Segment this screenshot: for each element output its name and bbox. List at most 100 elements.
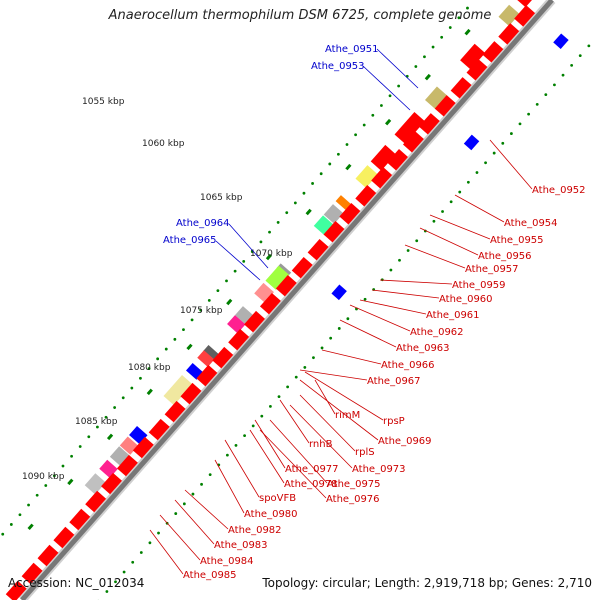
red-gene-label: rimM [335,410,360,421]
ring-dot [423,55,426,58]
ring-dash [67,479,73,485]
red-gene-label: Athe_0956 [478,251,532,262]
red-gene-label: Athe_0976 [326,494,380,505]
scale-label: 1080 kbp [128,363,171,373]
red-gene-label: Athe_0959 [452,280,506,291]
ring-dot [389,94,392,97]
ring-dot [337,153,340,156]
red-leader [215,460,244,513]
red-gene-label: Athe_0973 [352,464,406,475]
ring-dot [269,405,272,408]
ring-dot [130,387,133,390]
ring-dot [354,133,357,136]
red-gene-label: Athe_0985 [183,570,237,581]
blue-gene-label: Athe_0964 [176,218,230,229]
red-gene-label: Athe_0952 [532,185,586,196]
ring-dot [208,299,211,302]
red-leader [360,300,426,314]
red-gene-label: spoVFB [259,493,296,504]
blue-gene-label: Athe_0965 [163,235,217,246]
ring-dot [415,239,418,242]
ring-dot [407,249,410,252]
ring-dot [182,328,185,331]
ring-dot [467,181,470,184]
red-gene-label: Athe_0955 [490,235,544,246]
ring-dot [501,142,504,145]
ring-dot [27,504,30,507]
gene-box [85,473,106,494]
ring-dot [536,103,539,106]
ring-dot [294,202,297,205]
ring-dot [380,104,383,107]
ring-dot [268,231,271,234]
ring-dot [36,494,39,497]
ring-dot [226,454,229,457]
ring-dot [131,561,134,564]
ring-dot [79,445,82,448]
ring-dot [303,366,306,369]
red-gene-label: Athe_0957 [465,264,519,275]
red-leader [340,320,396,347]
red-gene-label: Athe_0967 [367,376,421,387]
ring-dot [363,124,366,127]
red-leader [490,140,532,189]
ring-dot [346,317,349,320]
red-leader [405,245,465,268]
ring-dot [200,483,203,486]
ring-dot [278,395,281,398]
red-gene-label: Athe_0963 [396,343,450,354]
ring-dot [243,434,246,437]
ring-dot [553,83,556,86]
ring-dot [156,357,159,360]
genome-summary-text: Topology: circular; Length: 2,919,718 bp… [262,576,592,590]
ring-dot [10,523,13,526]
scale-label: 1070 kbp [250,249,293,259]
accession-text: Accession: NC_012034 [8,576,144,590]
scale-label: 1085 kbp [75,417,118,427]
ring-dash [226,299,232,305]
red-leader [150,530,183,574]
ring-dot [62,465,65,468]
ring-dot [242,260,245,263]
ring-dash [28,524,34,530]
red-leader [322,350,381,364]
red-leader [372,290,439,298]
red-leader [420,228,478,255]
red-leader [455,195,504,222]
ring-dot [113,406,116,409]
scale-label: 1090 kbp [22,472,65,482]
red-leader [250,430,284,483]
red-gene-label: Athe_0983 [214,540,268,551]
red-gene-label: Athe_0954 [504,218,558,229]
blue-leader [216,241,260,280]
ring-dot [321,347,324,350]
ring-dot [140,551,143,554]
ring-dot [328,163,331,166]
ring-dash [425,74,431,80]
ring-dot [398,259,401,262]
ring-dot [191,318,194,321]
red-gene-label: Athe_0980 [244,509,298,520]
ring-dot [458,191,461,194]
red-gene-label: rplS [355,447,375,458]
gene-blue [464,135,479,151]
ring-dash [186,344,192,350]
red-leader [175,500,214,544]
blue-leader [363,66,410,110]
ring-dot [440,36,443,39]
ring-dash [385,119,391,125]
ring-dot [216,289,219,292]
ring-dot [493,152,496,155]
scale-label: 1060 kbp [142,139,185,149]
ring-dot [390,269,393,272]
ring-dash [147,389,153,395]
ring-dot [286,386,289,389]
ring-dot [397,85,400,88]
ring-dot [235,444,238,447]
gene-blue [553,33,568,49]
red-leader [225,440,259,497]
red-gene-label: Athe_0975 [327,479,381,490]
ring-dot [173,338,176,341]
